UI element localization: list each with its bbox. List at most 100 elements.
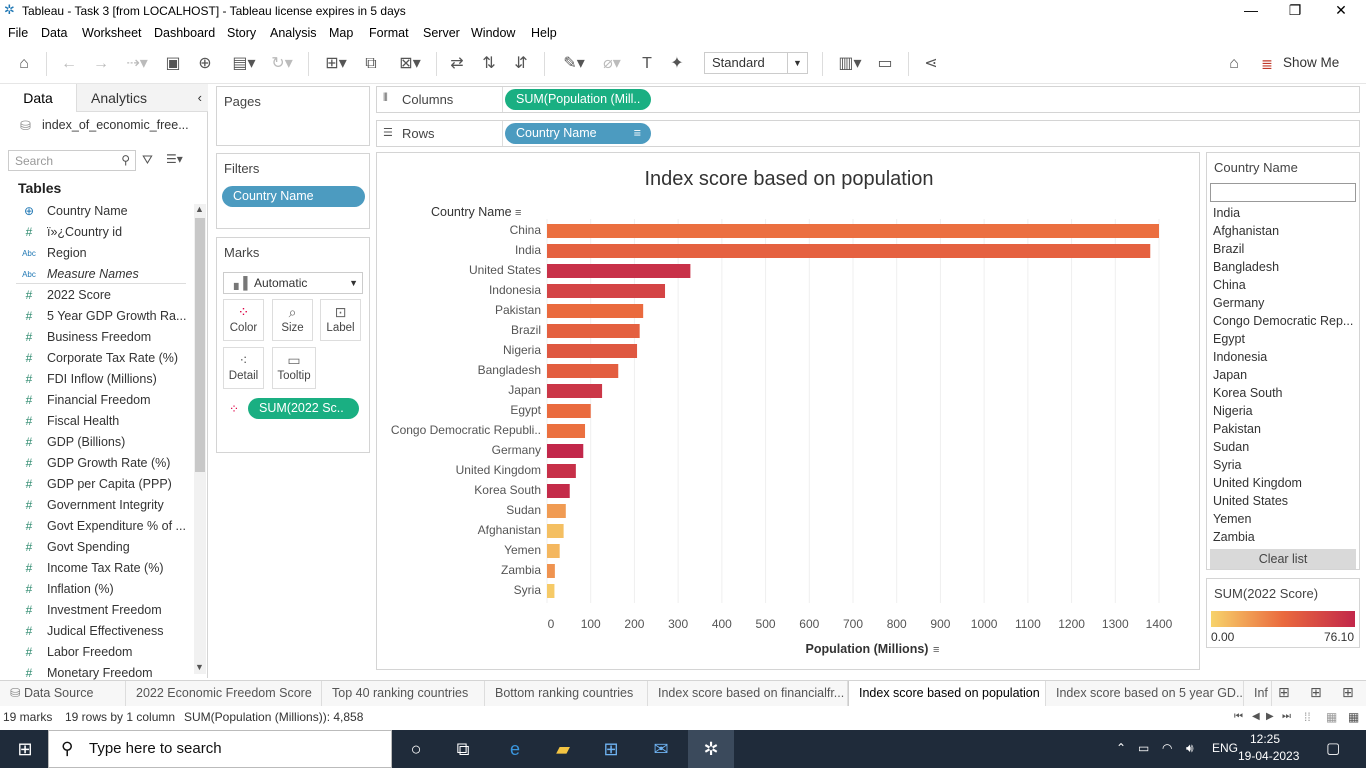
- menu-file[interactable]: File: [8, 26, 29, 40]
- tab-sheet[interactable]: Inf: [1244, 681, 1272, 706]
- nav-next-icon[interactable]: ▶: [1266, 711, 1274, 722]
- grid-view-icon[interactable]: ⁞⁞: [1304, 710, 1311, 724]
- close-icon[interactable]: ✕: [1335, 2, 1347, 18]
- redo-icon[interactable]: →: [93, 55, 109, 72]
- replay-icon[interactable]: ⇢▾: [126, 55, 148, 72]
- view-options-icon[interactable]: ☰▾: [166, 152, 183, 166]
- tab-sheet[interactable]: Index score based on financialfr...: [648, 681, 848, 706]
- nav-prev-icon[interactable]: ◀: [1252, 711, 1260, 722]
- field-item[interactable]: # Judical Effectiveness: [0, 621, 190, 642]
- edge-icon[interactable]: e: [509, 739, 520, 759]
- menu-dashboard[interactable]: Dashboard: [154, 26, 216, 40]
- group-icon[interactable]: ⌀▾: [603, 55, 621, 72]
- menu-format[interactable]: Format: [369, 26, 409, 40]
- clear-list-button[interactable]: Clear list: [1210, 549, 1356, 569]
- show-me-icon[interactable]: ≣: [1261, 56, 1273, 72]
- field-item[interactable]: # GDP per Capita (PPP): [0, 474, 190, 495]
- battery-icon[interactable]: ▭: [1138, 741, 1150, 755]
- tab-data-source[interactable]: ⛁ Data Source: [0, 681, 126, 706]
- minimize-icon[interactable]: —: [1244, 2, 1258, 18]
- field-item[interactable]: # ï»¿Country id: [0, 222, 190, 243]
- sort-ascending-icon[interactable]: ⇅: [482, 55, 496, 72]
- network-icon[interactable]: ◠: [1162, 741, 1173, 755]
- filter-list-item[interactable]: United States: [1213, 494, 1289, 508]
- refresh-icon[interactable]: ↻▾: [271, 55, 293, 72]
- tab-sheet[interactable]: Top 40 ranking countries: [322, 681, 485, 706]
- labels-icon[interactable]: T: [642, 55, 652, 72]
- tooltip-button[interactable]: ▭ Tooltip: [272, 347, 316, 389]
- field-item[interactable]: # Investment Freedom: [0, 600, 190, 621]
- field-search-input[interactable]: Search ⚲: [8, 150, 136, 171]
- filter-search-input[interactable]: [1210, 183, 1356, 202]
- file-explorer-icon[interactable]: ▰: [556, 739, 570, 759]
- detail-button[interactable]: ⁖ Detail: [223, 347, 264, 389]
- notification-icon[interactable]: ▢: [1326, 740, 1341, 757]
- undo-icon[interactable]: ←: [61, 55, 77, 72]
- menu-data[interactable]: Data: [41, 26, 68, 40]
- clock-date[interactable]: 19-04-2023: [1238, 749, 1300, 763]
- tab-data[interactable]: Data: [0, 84, 76, 112]
- menu-map[interactable]: Map: [329, 26, 354, 40]
- field-item[interactable]: # Labor Freedom: [0, 642, 190, 663]
- task-view-icon[interactable]: ⧉: [456, 739, 470, 759]
- new-story-icon[interactable]: ⊞: [1342, 684, 1354, 700]
- new-datasource-icon[interactable]: ⊕: [198, 55, 212, 72]
- filter-list-item[interactable]: Germany: [1213, 296, 1265, 310]
- language-indicator[interactable]: ENG: [1212, 741, 1239, 755]
- new-dashboard-icon[interactable]: ⊞: [1310, 684, 1322, 700]
- share-icon[interactable]: ⋖: [924, 55, 938, 72]
- marks-color-pill[interactable]: SUM(2022 Sc..: [248, 398, 359, 419]
- clock-time[interactable]: 12:25: [1250, 732, 1281, 746]
- nav-last-icon[interactable]: ⏭: [1282, 711, 1291, 722]
- nav-first-icon[interactable]: ⏮: [1234, 711, 1243, 722]
- label-button[interactable]: ⊡ Label: [320, 299, 361, 341]
- show-cards-icon[interactable]: ▥▾: [838, 55, 862, 72]
- field-item[interactable]: # Inflation (%): [0, 579, 190, 600]
- pause-updates-icon[interactable]: ▤▾: [232, 55, 256, 72]
- scroll-up-icon[interactable]: ▲: [195, 204, 204, 214]
- field-item[interactable]: # FDI Inflow (Millions): [0, 369, 190, 390]
- datasource-name[interactable]: index_of_economic_free...: [42, 118, 189, 132]
- field-item[interactable]: # Business Freedom: [0, 327, 190, 348]
- filter-pill[interactable]: Country Name: [222, 186, 365, 207]
- tab-analytics[interactable]: Analytics ‹: [76, 84, 208, 112]
- scroll-down-icon[interactable]: ▼: [195, 662, 204, 672]
- field-item[interactable]: #5 Year GDP Growth Ra...: [0, 306, 190, 327]
- pin-icon[interactable]: ✦: [670, 55, 684, 72]
- field-item[interactable]: # Financial Freedom: [0, 390, 190, 411]
- clear-sheet-icon[interactable]: ⊠▾: [399, 55, 421, 72]
- tab-sheet[interactable]: Bottom ranking countries: [485, 681, 648, 706]
- duplicate-icon[interactable]: ⧉: [365, 55, 377, 72]
- menu-window[interactable]: Window: [471, 26, 516, 40]
- new-worksheet-icon[interactable]: ⊞▾: [325, 55, 347, 72]
- filter-list-item[interactable]: Zambia: [1213, 530, 1255, 544]
- save-icon[interactable]: ▣: [165, 55, 181, 72]
- menu-help[interactable]: Help: [531, 26, 557, 40]
- field-item[interactable]: # Govt Expenditure % of ...: [0, 516, 190, 537]
- field-item[interactable]: # Corporate Tax Rate (%): [0, 348, 190, 369]
- mail-icon[interactable]: ✉: [653, 739, 669, 759]
- tableau-taskbar-button[interactable]: ✲: [688, 730, 734, 768]
- field-item[interactable]: ⊕ Country Name: [0, 201, 190, 222]
- tabs-view-icon[interactable]: ▦: [1348, 710, 1360, 724]
- field-item[interactable]: # Monetary Freedom: [0, 663, 190, 684]
- field-item[interactable]: # GDP Growth Rate (%): [0, 453, 190, 474]
- filter-icon[interactable]: ⛛: [142, 152, 153, 167]
- size-button[interactable]: ⌕ Size: [272, 299, 313, 341]
- filter-list-item[interactable]: Sudan: [1213, 440, 1250, 454]
- menu-worksheet[interactable]: Worksheet: [82, 26, 142, 40]
- store-icon[interactable]: ⊞: [603, 739, 619, 759]
- field-item[interactable]: # GDP (Billions): [0, 432, 190, 453]
- filmstrip-icon[interactable]: ▦: [1326, 710, 1338, 724]
- field-item[interactable]: Abc Measure Names: [0, 264, 190, 285]
- restore-icon[interactable]: ❐: [1288, 2, 1302, 18]
- cortana-icon[interactable]: ○: [410, 739, 422, 759]
- sort-descending-icon[interactable]: ⇵: [514, 55, 528, 72]
- paint-icon[interactable]: ⌂: [1229, 55, 1239, 72]
- filter-list-item[interactable]: Afghanistan: [1213, 224, 1280, 238]
- presentation-icon[interactable]: ▭: [877, 55, 893, 72]
- scrollbar[interactable]: ▲ ▼: [194, 204, 206, 674]
- filter-list-item[interactable]: Korea South: [1213, 386, 1283, 400]
- filter-list-item[interactable]: India: [1213, 206, 1241, 220]
- volume-icon[interactable]: 🔊︎: [1186, 741, 1194, 755]
